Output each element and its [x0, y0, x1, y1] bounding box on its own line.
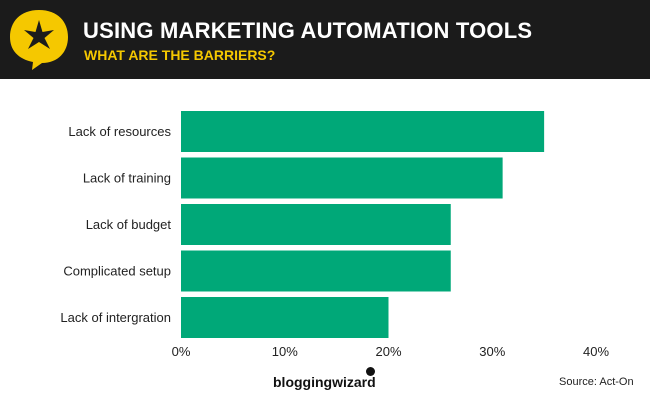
page-title: USING MARKETING AUTOMATION TOOLS: [83, 18, 533, 43]
bar: [181, 157, 503, 199]
x-tick-label: 20%: [375, 344, 401, 359]
source-note: Source: Act-On: [559, 376, 634, 388]
page-subtitle: WHAT ARE THE BARRIERS?: [84, 47, 276, 63]
bar: [181, 297, 389, 338]
category-label: Lack of intergration: [60, 310, 171, 325]
bar: [181, 111, 545, 152]
category-label: Lack of resources: [68, 124, 171, 139]
bar: [181, 204, 451, 245]
brand-logo-text: bloggingwizard: [273, 374, 376, 390]
star-speech-bubble-icon: [10, 10, 68, 70]
category-label: Complicated setup: [63, 264, 171, 279]
x-tick-label: 40%: [583, 344, 609, 359]
x-tick-label: 0%: [172, 344, 191, 359]
x-tick-label: 10%: [272, 344, 298, 359]
bar: [181, 250, 451, 292]
x-tick-label: 30%: [479, 344, 505, 359]
bar-chart-svg: Lack of resources Lack of training Lack of…: [60, 111, 609, 359]
brand-dot-icon: [366, 367, 375, 376]
bar-chart: Lack of resources Lack of training Lack of…: [0, 80, 650, 400]
category-label: Lack of training: [83, 171, 171, 186]
header-banner: USING MARKETING AUTOMATION TOOLS WHAT AR…: [0, 0, 650, 79]
category-label: Lack of budget: [86, 217, 172, 232]
